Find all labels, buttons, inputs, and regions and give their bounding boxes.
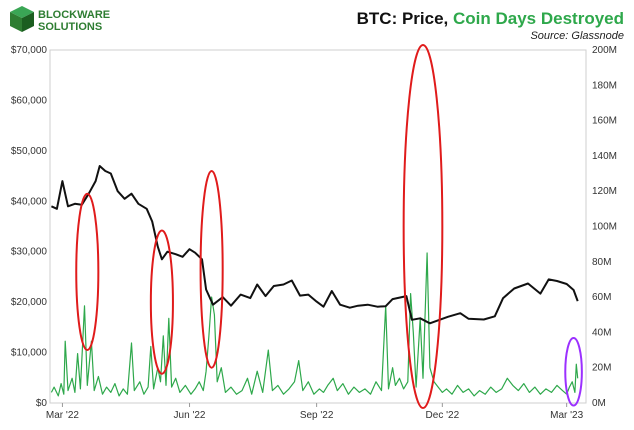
left-tick-label: $50,000 <box>11 146 48 157</box>
plot-area <box>49 49 587 404</box>
right-tick-label: 0M <box>592 398 606 409</box>
left-tick-label: $0 <box>36 398 48 409</box>
right-tick-label: 100M <box>592 222 617 233</box>
series-layer <box>50 165 579 397</box>
left-tick-label: $70,000 <box>11 45 48 56</box>
chart-title-part1: BTC: Price, <box>357 9 453 28</box>
annotation-layer <box>75 43 583 410</box>
right-tick-label: 60M <box>592 292 611 303</box>
x-tick-label: Mar '23 <box>550 410 583 421</box>
right-axis: 0M 20M 40M 60M 80M 100M 120M 140M 160M 180M 200M <box>592 45 617 409</box>
brand-name-line1: BLOCKWARE <box>38 9 110 21</box>
chart-subtitle: Source: Glassnode <box>530 30 624 42</box>
right-tick-label: 40M <box>592 327 611 338</box>
highlight-ellipse-purple <box>564 336 583 407</box>
x-tick-label: Mar '22 <box>46 410 79 421</box>
x-tick-label: Dec '22 <box>426 410 460 421</box>
right-tick-label: 180M <box>592 80 617 91</box>
right-tick-label: 140M <box>592 151 617 162</box>
right-tick-label: 200M <box>592 45 617 56</box>
left-tick-label: $60,000 <box>11 95 48 106</box>
chart-title-part2: Coin Days Destroyed <box>453 9 624 28</box>
left-tick-label: $40,000 <box>11 196 48 207</box>
blockware-cube-logo-icon <box>10 6 34 32</box>
right-tick-label: 160M <box>592 116 617 127</box>
brand-logo: BLOCKWARE SOLUTIONS <box>10 6 110 33</box>
x-axis: Mar '22 Jun '22 Sep '22 Dec '22 Mar '23 <box>46 403 584 421</box>
chart-title: BTC: Price, Coin Days Destroyed <box>357 9 624 28</box>
x-tick-label: Jun '22 <box>174 410 206 421</box>
highlight-ellipse-red <box>75 192 100 352</box>
highlight-ellipse-red <box>149 229 174 375</box>
left-tick-label: $30,000 <box>11 247 48 258</box>
x-tick-label: Sep '22 <box>300 410 334 421</box>
left-tick-label: $20,000 <box>11 297 48 308</box>
right-tick-label: 20M <box>592 363 611 374</box>
brand-name-line2: SOLUTIONS <box>38 21 102 33</box>
coin-days-destroyed-line <box>50 252 579 397</box>
left-axis: $0 $10,000 $20,000 $30,000 $40,000 $50,000 $60… <box>11 45 48 409</box>
right-tick-label: 80M <box>592 257 611 268</box>
btc-price-line <box>50 165 579 325</box>
highlight-ellipse-red <box>199 170 224 369</box>
left-tick-label: $10,000 <box>11 348 48 359</box>
right-tick-label: 120M <box>592 186 617 197</box>
highlight-ellipse-red <box>402 43 444 410</box>
